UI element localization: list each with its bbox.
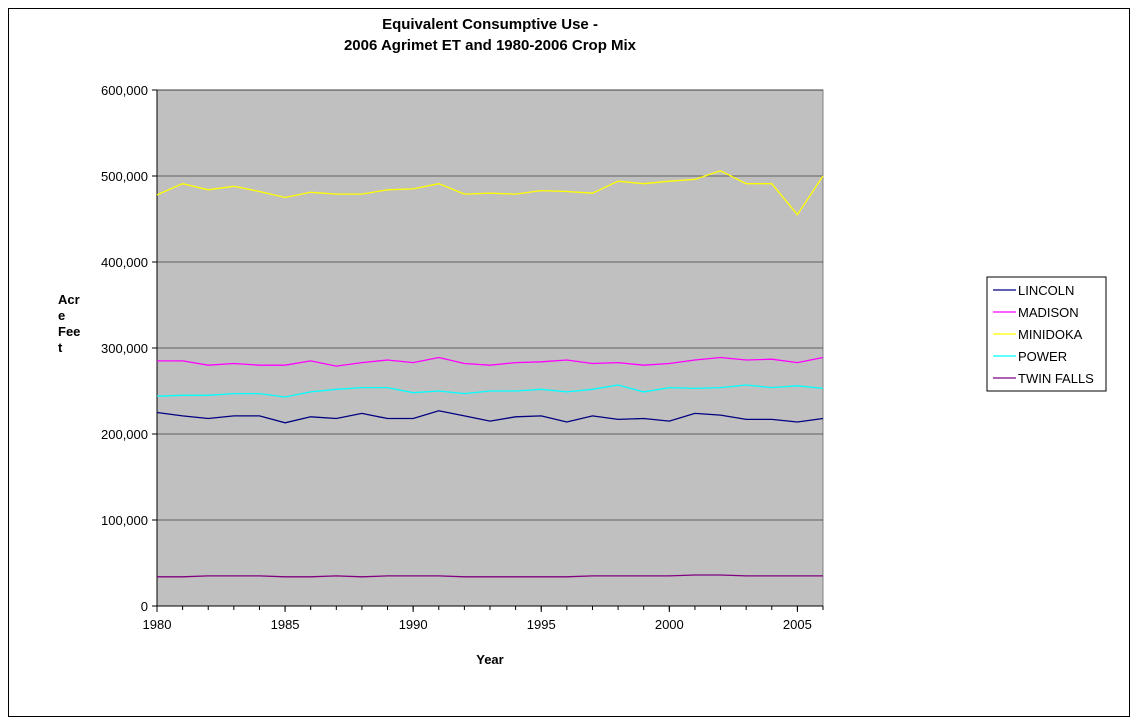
x-tick-label: 1990 [399, 617, 428, 632]
legend-entry-label: MINIDOKA [1018, 327, 1083, 342]
legend-entry-label: LINCOLN [1018, 283, 1074, 298]
legend-entry-label: MADISON [1018, 305, 1079, 320]
series-line-madison [157, 356, 824, 367]
y-axis-label-line: t [58, 340, 63, 355]
x-tick-label: 1985 [271, 617, 300, 632]
x-tick-label: 1980 [143, 617, 172, 632]
chart-title: Equivalent Consumptive Use - [382, 16, 598, 33]
y-tick-label: 400,000 [101, 255, 148, 270]
x-tick-label: 2005 [783, 617, 812, 632]
series-line-twin-falls [157, 574, 823, 578]
y-tick-label: 200,000 [101, 427, 148, 442]
y-axis-label-line: Fee [58, 324, 80, 339]
y-axis-label: Acr e Fee t [58, 292, 80, 355]
series-line-power [156, 384, 824, 398]
y-tick-label: 600,000 [101, 83, 148, 98]
series-line-minidoka [156, 170, 824, 216]
legend-entry-label: POWER [1018, 349, 1067, 364]
x-tick-label: 1995 [527, 617, 556, 632]
x-tick-label: 2000 [655, 617, 684, 632]
series-line-lincoln [156, 410, 824, 424]
chart-subtitle: 2006 Agrimet ET and 1980-2006 Crop Mix [344, 37, 637, 54]
y-tick-label: 500,000 [101, 169, 148, 184]
y-axis-label-line: Acr [58, 292, 80, 307]
y-axis-label-line: e [58, 308, 65, 323]
legend-entry-label: TWIN FALLS [1018, 371, 1094, 386]
y-tick-label: 100,000 [101, 513, 148, 528]
y-tick-label: 300,000 [101, 341, 148, 356]
y-tick-label: 0 [141, 599, 148, 614]
x-axis-label: Year [476, 652, 503, 667]
